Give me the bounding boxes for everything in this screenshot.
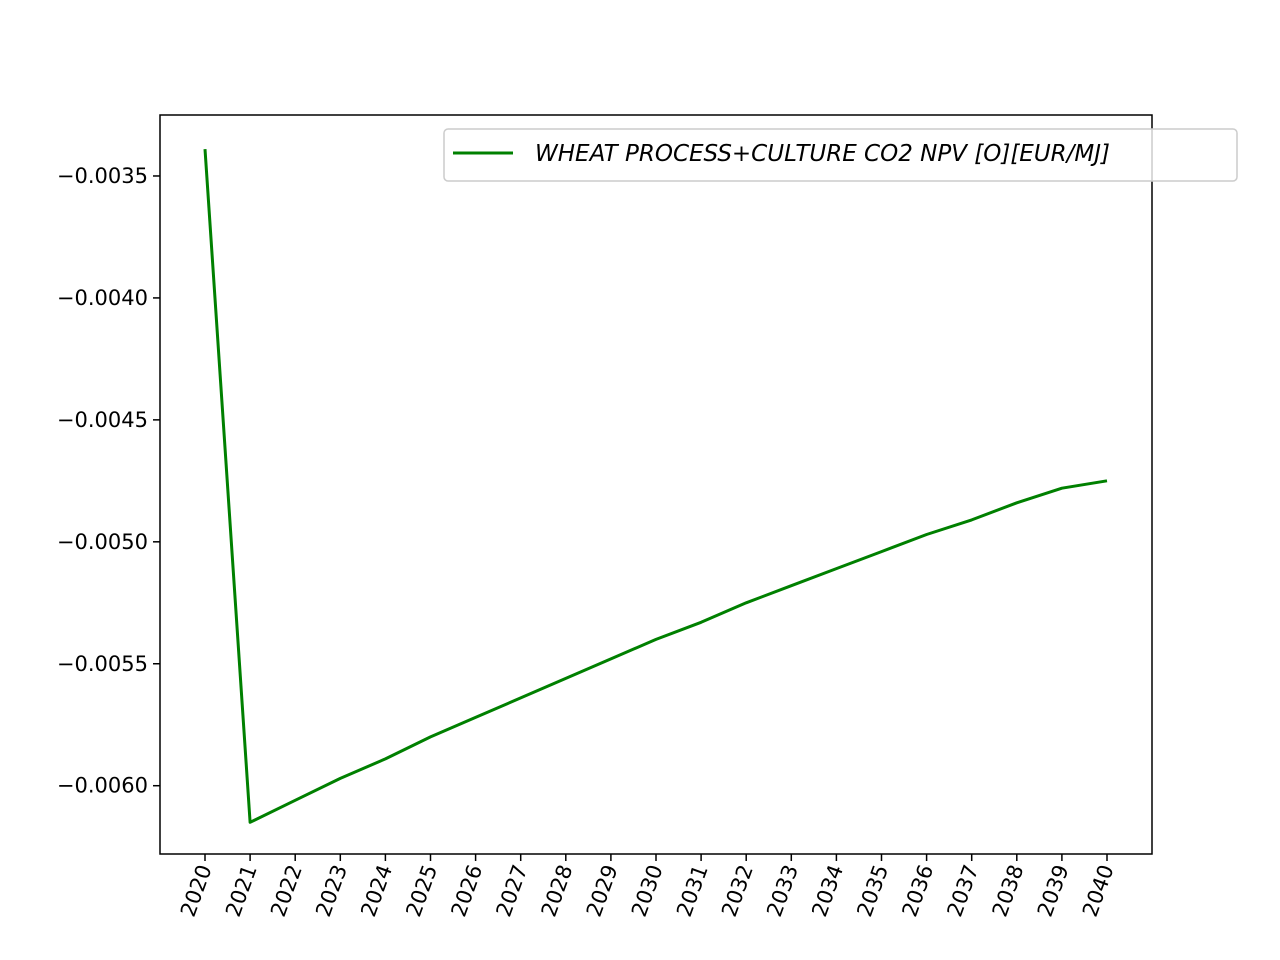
y-tick-label: −0.0035 — [57, 164, 148, 188]
plot-frame — [159, 114, 1153, 855]
y-tick-label: −0.0045 — [57, 408, 148, 432]
y-axis: −0.0060 −0.0055 −0.0050 −0.0045 −0.0040 −0.00… — [57, 164, 160, 798]
legend-label: WHEAT PROCESS+CULTURE CO2 NPV [O][EUR/MJ… — [535, 141, 1110, 167]
y-tick-label: −0.0050 — [57, 530, 148, 554]
plot-area — [160, 115, 1152, 854]
y-tick-label: −0.0060 — [57, 774, 148, 798]
y-tick-label: −0.0055 — [57, 652, 148, 676]
y-tick-label: −0.0040 — [57, 286, 148, 310]
series-layer — [203, 148, 1108, 824]
legend: WHEAT PROCESS+CULTURE CO2 NPV [O][EUR/MJ… — [443, 128, 1238, 182]
legend-box — [443, 128, 1238, 182]
